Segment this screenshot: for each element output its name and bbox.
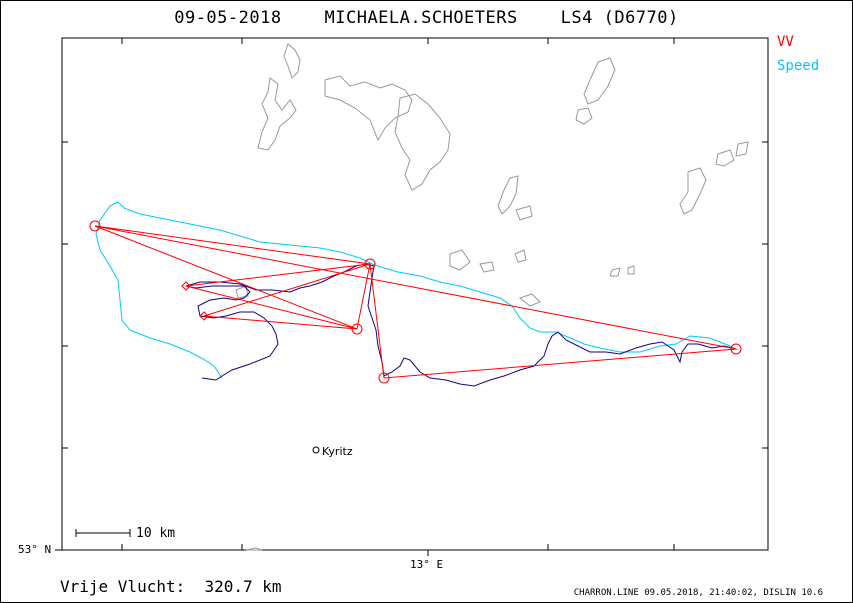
map-border xyxy=(61,37,769,551)
scale-bar xyxy=(75,529,131,537)
lake-16 xyxy=(627,265,635,275)
town-label: Kyritz xyxy=(322,445,353,458)
outer-leg-1 xyxy=(94,225,737,379)
lake-17 xyxy=(518,293,541,307)
distance-text: Vrije Vlucht: 320.7 km xyxy=(60,577,282,596)
inner-leg-1 xyxy=(94,225,371,330)
tp-1 xyxy=(364,258,376,270)
tp-diamond-2 xyxy=(199,311,209,321)
lon-label: 13° E xyxy=(410,558,444,571)
task-triangle xyxy=(89,220,742,384)
lake-19 xyxy=(235,285,249,299)
lake-6 xyxy=(575,107,593,125)
lake-14 xyxy=(514,249,527,263)
chart-title: 09-05-2018 MICHAELA.SCHOETERS LS4 (D6770… xyxy=(174,8,679,28)
lake-11 xyxy=(515,205,533,221)
credits-text: CHARRON.LINE 09.05.2018, 21:40:02, DISLI… xyxy=(573,588,823,598)
legend-vv: VV xyxy=(777,34,794,50)
lakes xyxy=(235,43,749,551)
lake-5 xyxy=(583,57,616,105)
tp-diamond-1 xyxy=(181,281,191,291)
lake-4 xyxy=(394,93,451,191)
lake-7 xyxy=(735,141,749,157)
lake-2 xyxy=(283,43,301,79)
town-marker xyxy=(312,446,320,454)
lon-ticks xyxy=(121,38,675,556)
speed-track xyxy=(95,201,739,379)
lake-8 xyxy=(715,149,735,167)
lake-18 xyxy=(245,547,263,551)
scale-bar-label: 10 km xyxy=(136,526,176,541)
lat-label: 53° N xyxy=(18,543,52,556)
flight-track xyxy=(185,263,733,387)
tp-2 xyxy=(351,323,363,335)
lake-10 xyxy=(497,175,519,215)
lake-12 xyxy=(449,249,471,271)
lake-3 xyxy=(324,75,413,142)
lat-ticks xyxy=(55,141,768,551)
legend-speed: Speed xyxy=(777,58,820,74)
lake-15 xyxy=(609,267,621,277)
lake-9 xyxy=(679,167,707,215)
tp-3 xyxy=(378,372,390,384)
tp-4 xyxy=(730,343,742,355)
lake-1 xyxy=(257,77,297,151)
tp-start xyxy=(89,220,101,232)
lake-13 xyxy=(479,261,495,273)
